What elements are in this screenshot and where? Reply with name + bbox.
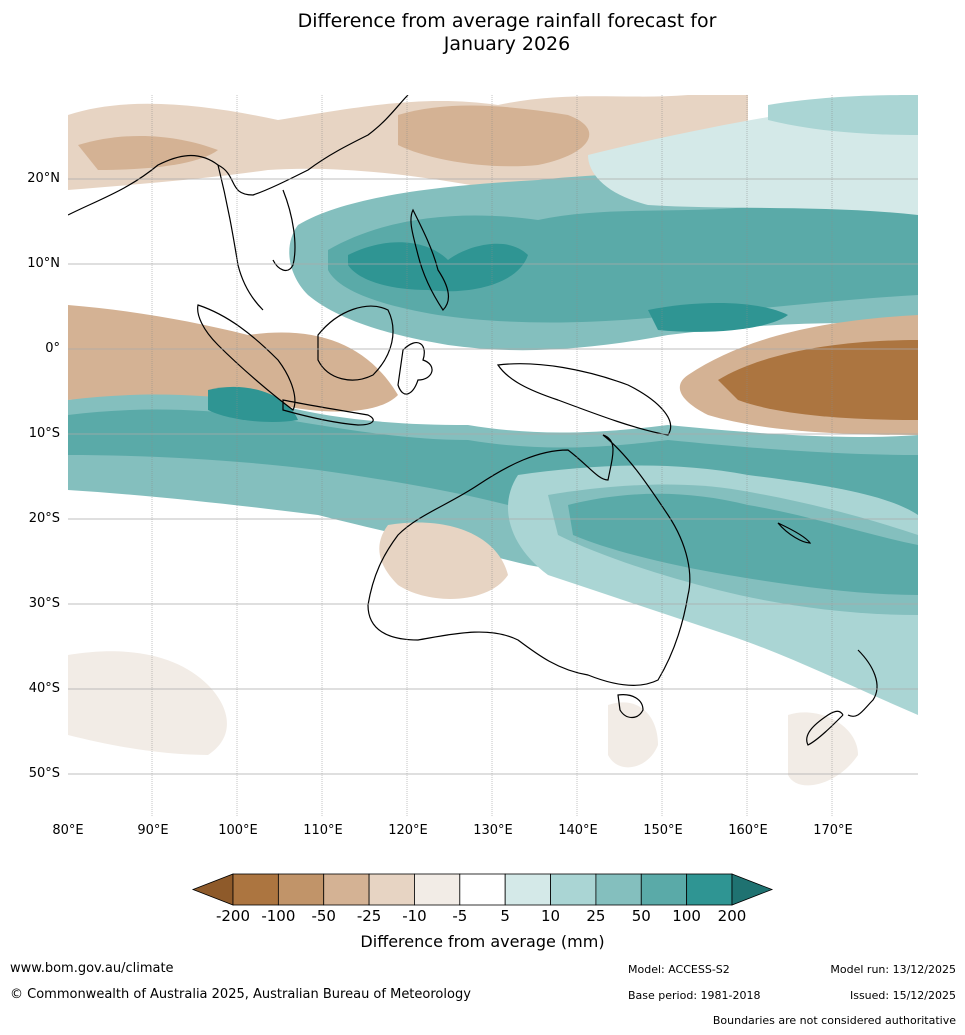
colorbar-cell (504, 873, 551, 906)
lat-label-20s: 20°S (28, 511, 60, 526)
colorbar-cell (277, 873, 325, 906)
lat-label-10s: 10°S (28, 426, 60, 441)
coast-sumatra (197, 304, 296, 411)
lon-label-120e: 120°E (388, 823, 428, 838)
footer-model: Model: ACCESS-S2 (628, 963, 730, 976)
colorbar-cell (595, 873, 642, 906)
lat-label-20n: 20°N (27, 171, 60, 186)
lat-label-50s: 50°S (28, 766, 60, 781)
colorbar-arrow-low (191, 873, 234, 906)
colorbar-tick: 10 (540, 907, 561, 925)
lat-label-10n: 10°N (27, 256, 60, 271)
colorbar-tick: -5 (452, 907, 468, 925)
colorbar-cell (414, 873, 461, 906)
footer-website: www.bom.gov.au/climate (10, 961, 174, 976)
colorbar-cell (232, 873, 279, 906)
lon-label-160e: 160°E (728, 823, 768, 838)
colorbar-cell (459, 873, 506, 906)
colorbar-cell (368, 873, 415, 906)
lon-label-150e: 150°E (643, 823, 683, 838)
coast-philippines (410, 208, 450, 311)
title-line-2: January 2026 (443, 33, 571, 55)
colorbar-cell (550, 873, 597, 906)
coast-new-caledonia (777, 522, 812, 544)
wet-zone-indian-peak (208, 386, 298, 422)
colorbar-tick: -200 (215, 907, 251, 925)
coast-australia (367, 434, 691, 686)
coast-indochina (217, 164, 296, 311)
dry-zone-new-zealand (788, 712, 858, 786)
coast-tasmania (617, 694, 644, 719)
map-title: Difference from average rainfall forecas… (0, 10, 965, 56)
colorbar-cell (323, 873, 370, 906)
lat-label-30s: 30°S (28, 596, 60, 611)
colorbar-tick: -25 (356, 907, 382, 925)
lon-label-170e: 170°E (813, 823, 853, 838)
dry-zone-pacific-core (718, 340, 918, 420)
colorbar-tick: 100 (672, 907, 701, 925)
title-line-1: Difference from average rainfall forecas… (297, 10, 717, 32)
lon-label-140e: 140°E (558, 823, 598, 838)
colorbar-tick: -10 (402, 907, 427, 925)
coast-asia (68, 95, 409, 216)
dry-zone-north-west (78, 135, 218, 170)
lon-label-80e: 80°E (52, 823, 84, 838)
dry-zone-tasmania (608, 702, 658, 768)
colorbar-cell (686, 873, 733, 906)
lon-label-110e: 110°E (303, 823, 343, 838)
lon-label-130e: 130°E (473, 823, 513, 838)
lon-label-90e: 90°E (137, 823, 169, 838)
coast-new-zealand (806, 649, 878, 746)
colorbar-label: Difference from average (mm) (360, 932, 605, 951)
coast-sulawesi (397, 342, 433, 395)
colorbar (191, 873, 774, 906)
lat-label-0: 0° (45, 341, 60, 356)
wet-zone-pacific-peak (648, 303, 788, 332)
footer-base-period: Base period: 1981-2018 (628, 989, 761, 1002)
wet-zone-northeast-mid (768, 95, 918, 135)
rainfall-map (68, 95, 918, 816)
dry-zone-southern-ocean (68, 651, 227, 755)
colorbar-tick: -100 (261, 907, 296, 925)
colorbar-cell (640, 873, 688, 906)
coast-new-guinea (496, 363, 672, 436)
dry-zone-west-australia (379, 522, 508, 599)
footer-model-run: Model run: 13/12/2025 (830, 963, 956, 976)
coast-borneo (317, 305, 394, 381)
footer-disclaimer: Boundaries are not considered authoritat… (712, 1014, 956, 1027)
dry-zone-north-core (398, 105, 590, 167)
colorbar-tick: 200 (717, 907, 747, 925)
colorbar-tick: -50 (311, 907, 336, 925)
dry-zone-west-equatorial (68, 305, 398, 412)
lon-label-100e: 100°E (218, 823, 258, 838)
footer-issued: Issued: 15/12/2025 (849, 989, 956, 1002)
colorbar-tick: 50 (631, 907, 651, 925)
lat-label-40s: 40°S (28, 681, 60, 696)
wet-zone-maritime-core (328, 195, 918, 323)
coast-java (282, 399, 374, 426)
wet-zone-maritime-peak (348, 242, 528, 292)
colorbar-tick: 25 (586, 907, 606, 925)
colorbar-tick: 5 (500, 907, 510, 925)
colorbar-arrow-high (731, 873, 774, 906)
footer-copyright: © Commonwealth of Australia 2025, Austra… (10, 987, 471, 1002)
